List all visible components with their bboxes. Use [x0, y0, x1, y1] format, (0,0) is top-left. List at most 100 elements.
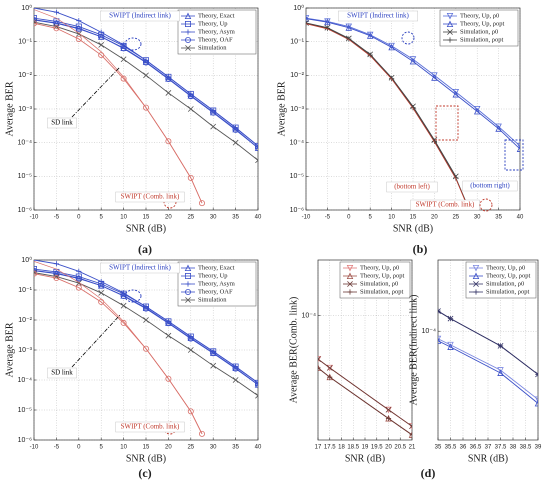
marker: [318, 356, 321, 362]
marker: [473, 281, 479, 287]
marker: [185, 297, 191, 303]
x-tick-label: 37: [485, 445, 492, 451]
x-axis-label: SNR (dB): [468, 453, 508, 464]
marker: [210, 362, 217, 369]
marker: [210, 350, 217, 357]
legend-label: Theory, Asym: [198, 280, 235, 287]
y-tick-label: 10⁻⁵: [290, 173, 304, 180]
marker: [254, 144, 258, 151]
marker: [165, 332, 172, 339]
x-tick-label: 20: [431, 215, 438, 221]
marker: [210, 109, 217, 116]
x-tick-label: 40: [255, 215, 262, 221]
marker: [53, 275, 60, 282]
series-line: [438, 340, 538, 404]
marker: [409, 423, 412, 430]
legend-label: Theory, Up, ρopt: [486, 272, 531, 279]
marker: [385, 406, 392, 413]
marker: [185, 45, 191, 51]
marker: [232, 365, 239, 372]
marker: [438, 337, 442, 344]
annotation-bg: [410, 199, 480, 211]
marker: [120, 45, 127, 52]
y-tick-label: 10⁻⁴: [18, 377, 33, 384]
marker: [431, 138, 437, 144]
annotation-bg: [462, 180, 518, 192]
marker: [409, 56, 417, 63]
series-line: [306, 18, 520, 150]
marker: [255, 392, 258, 399]
x-tick-label: 20: [165, 215, 172, 221]
x-tick-label: 18.5: [347, 445, 359, 451]
marker: [472, 265, 480, 272]
y-tick-label: 10⁻²: [18, 72, 32, 79]
x-tick-label: 20: [165, 445, 172, 451]
y-tick-label: 10⁰: [21, 256, 32, 264]
y-tick-label: 10⁰: [293, 4, 304, 12]
marker: [255, 157, 258, 164]
marker: [53, 261, 59, 267]
marker: [255, 381, 258, 388]
legend-label: Theory, Up, ρ0: [460, 12, 499, 19]
marker: [143, 72, 149, 79]
marker: [34, 15, 37, 22]
marker: [326, 364, 333, 372]
annotation: (bottom left): [394, 183, 430, 191]
panel-caption: (b): [413, 242, 428, 256]
marker: [446, 20, 454, 27]
legend-label: Simulation, ρopt: [460, 36, 504, 43]
legend-label: Theory, Asym: [198, 28, 235, 35]
marker: [120, 302, 127, 309]
marker: [187, 347, 194, 353]
marker: [187, 335, 194, 342]
marker: [187, 174, 194, 181]
marker: [184, 37, 191, 44]
legend-label: Theory, Up: [198, 272, 228, 279]
legend-label: Theory, Exact: [198, 12, 235, 19]
series-line: [318, 358, 412, 427]
y-tick-label: 10⁻⁶: [18, 437, 32, 444]
marker: [210, 123, 217, 130]
annotation-arrow: [71, 66, 121, 118]
marker: [165, 320, 172, 327]
legend-label: Simulation, ρ0: [360, 280, 398, 287]
marker: [75, 275, 82, 282]
x-tick-label: 35: [495, 215, 502, 221]
annotation: SWIPT (Indirect link): [347, 12, 409, 20]
x-tick-label: 20.5: [394, 445, 406, 451]
annotation-bg: [386, 181, 438, 193]
legend-label: Simulation, ρopt: [486, 288, 530, 295]
marker: [410, 105, 416, 111]
series-layer: [34, 8, 258, 207]
marker: [184, 272, 191, 279]
plot-frame: [437, 259, 539, 441]
marker: [184, 264, 192, 271]
marker: [516, 142, 520, 150]
marker: [165, 90, 172, 96]
y-tick-label: 10⁻⁴: [18, 140, 33, 147]
x-tick-label: 35: [232, 445, 239, 451]
y-tick-label: 10⁻¹: [290, 39, 304, 46]
marker: [366, 32, 374, 39]
x-tick-label: 5: [100, 445, 104, 451]
series-layer: [34, 260, 258, 437]
x-tick-label: 21: [409, 445, 416, 451]
x-tick-label: 0: [347, 215, 351, 221]
x-axis-label: SNR (dB): [393, 223, 433, 234]
y-tick-label: 10⁰: [21, 4, 32, 12]
legend-label: Theory, Up, ρ0: [486, 264, 525, 271]
marker: [98, 282, 105, 289]
y-tick-label: 10⁻⁴: [302, 312, 317, 319]
marker: [495, 125, 502, 132]
marker: [142, 305, 149, 312]
marker: [438, 335, 442, 343]
marker: [447, 37, 453, 43]
marker: [318, 365, 321, 371]
panel-caption: (a): [138, 242, 152, 256]
marker: [431, 72, 438, 79]
series-line: [34, 19, 258, 149]
marker: [98, 42, 105, 48]
x-tick-label: 18: [338, 445, 345, 451]
annotation: SWIPT (Indirect link): [109, 264, 171, 272]
marker: [495, 123, 502, 131]
